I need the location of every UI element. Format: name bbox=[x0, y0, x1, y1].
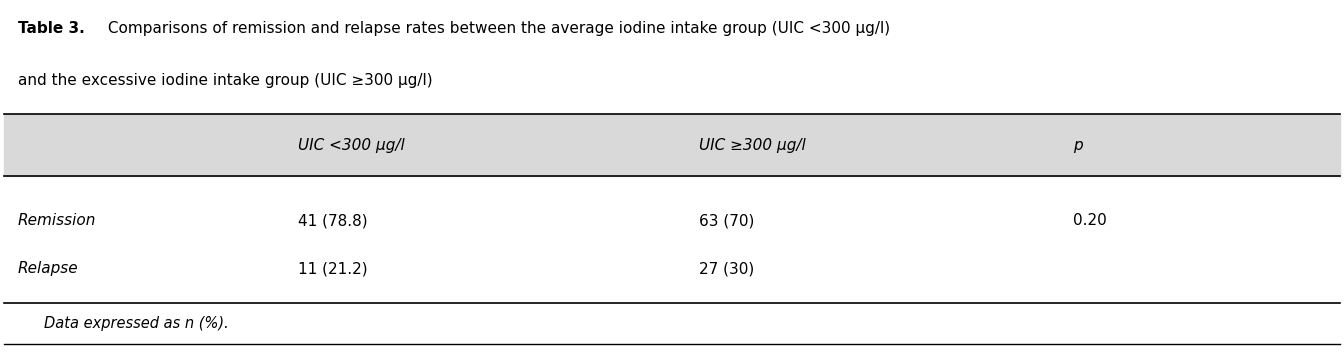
Text: 27 (30): 27 (30) bbox=[699, 261, 754, 276]
Text: Relapse: Relapse bbox=[17, 261, 78, 276]
Bar bbox=[4, 114, 1340, 176]
Text: and the excessive iodine intake group (UIC ≥300 μg/l): and the excessive iodine intake group (U… bbox=[17, 73, 433, 88]
Text: 41 (78.8): 41 (78.8) bbox=[298, 213, 368, 228]
Text: Remission: Remission bbox=[17, 213, 95, 228]
Text: UIC <300 μg/l: UIC <300 μg/l bbox=[298, 138, 405, 152]
Text: Table 3.: Table 3. bbox=[17, 21, 85, 36]
Text: UIC ≥300 μg/l: UIC ≥300 μg/l bbox=[699, 138, 805, 152]
Text: 0.20: 0.20 bbox=[1073, 213, 1106, 228]
Text: Data expressed as n (%).: Data expressed as n (%). bbox=[44, 316, 228, 331]
Text: 11 (21.2): 11 (21.2) bbox=[298, 261, 368, 276]
Text: 63 (70): 63 (70) bbox=[699, 213, 754, 228]
Text: p: p bbox=[1073, 138, 1082, 152]
Text: Comparisons of remission and relapse rates between the average iodine intake gro: Comparisons of remission and relapse rat… bbox=[103, 21, 890, 36]
